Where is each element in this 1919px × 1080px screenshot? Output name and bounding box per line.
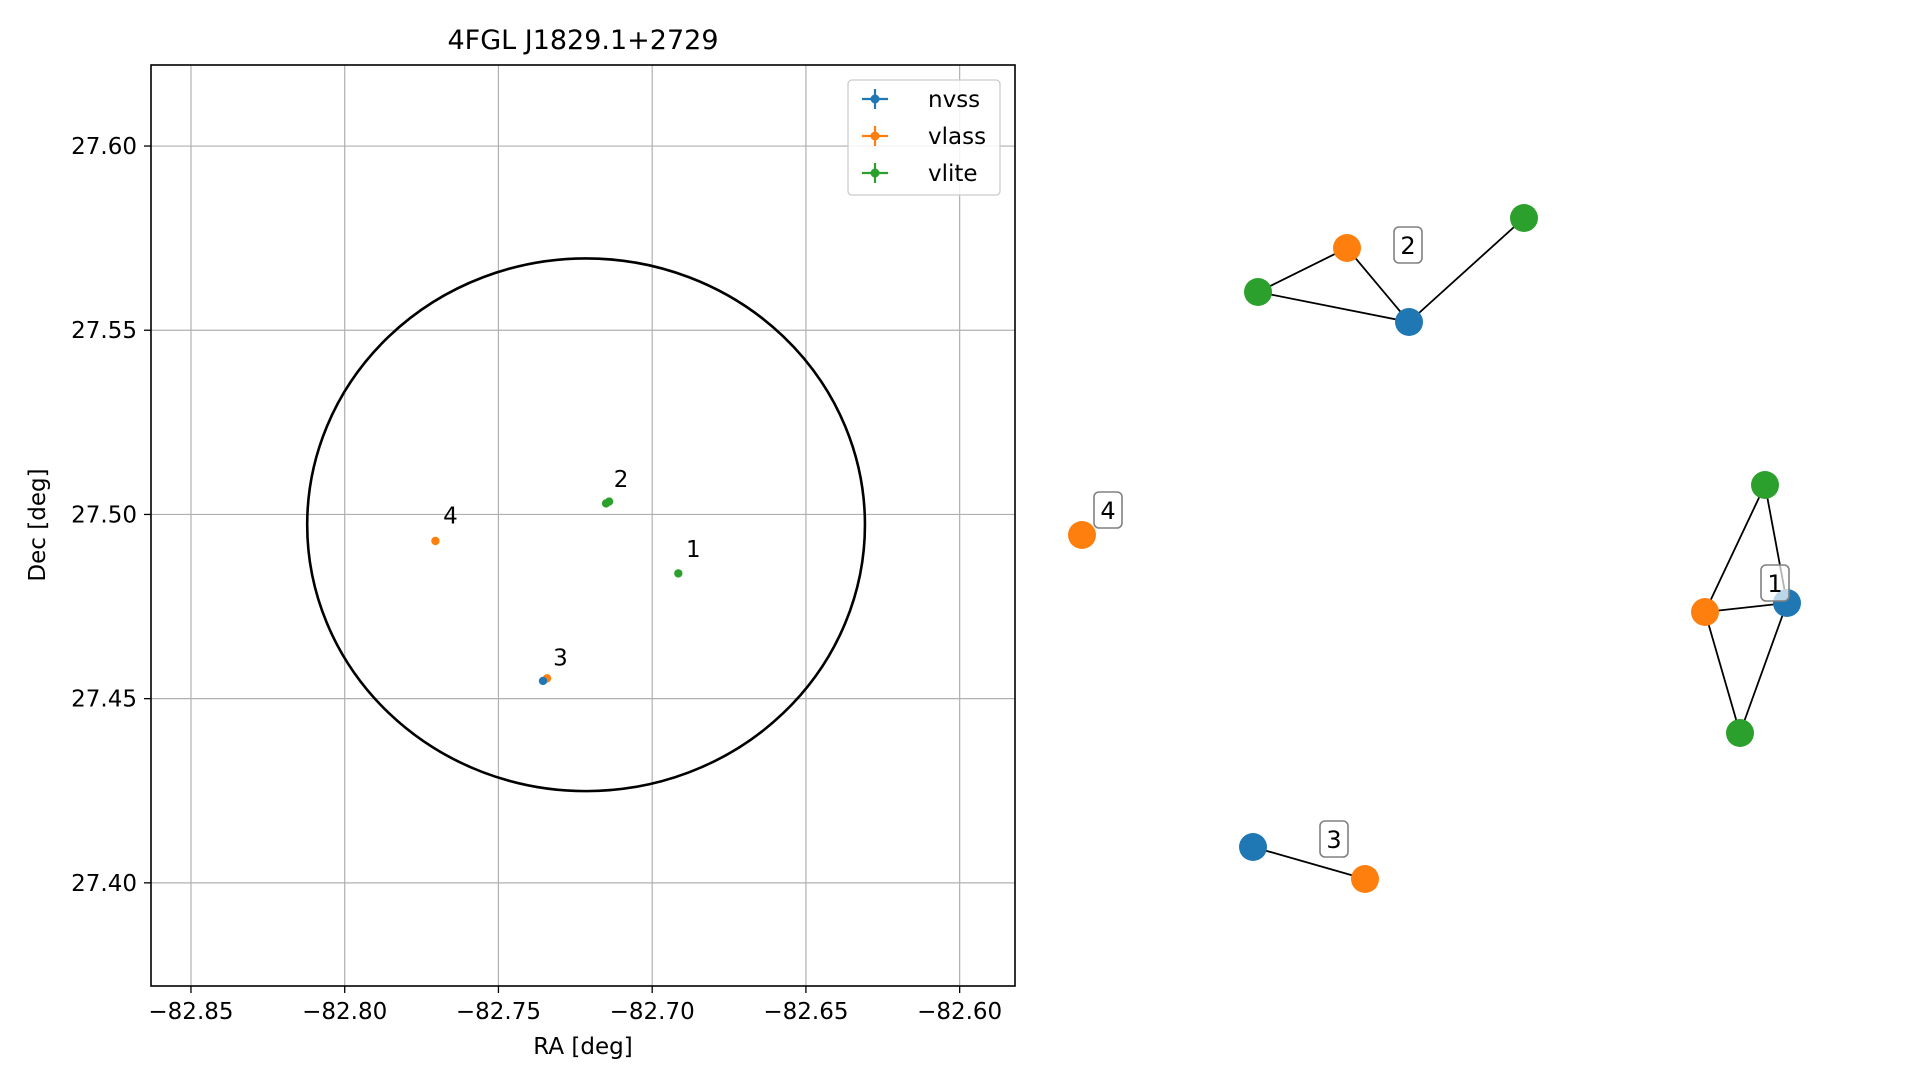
point-label: 1 xyxy=(686,537,701,563)
svg-text:1: 1 xyxy=(1767,570,1782,598)
scatter-panel: 1 2 3 4 −82.85 −82.80 −82.75 −82.70 −82.65 −82.6… xyxy=(25,25,1016,1060)
network-node-vlass xyxy=(1691,598,1719,626)
localization-ellipse xyxy=(305,257,867,793)
network-node-vlite xyxy=(1244,278,1272,306)
legend-label: vlass xyxy=(928,124,986,150)
network-edge xyxy=(1739,602,1788,734)
y-tick-label: 27.45 xyxy=(71,687,137,713)
grid xyxy=(151,65,1015,986)
legend-item-nvss: nvss xyxy=(862,87,980,113)
plot-content xyxy=(305,257,867,793)
legend-box xyxy=(847,79,1001,196)
vlite-point xyxy=(674,569,683,578)
network-edge xyxy=(1346,247,1410,323)
chart-title: 4FGL J1829.1+2729 xyxy=(447,25,718,56)
x-tick-label: −82.60 xyxy=(917,999,1002,1025)
network-nodes xyxy=(1068,204,1801,893)
network-edge xyxy=(1704,484,1766,613)
network-node-vlite xyxy=(1510,204,1538,232)
point-annotations: 1 2 3 4 xyxy=(443,467,701,672)
group-label: 3 xyxy=(1319,820,1349,858)
legend-item-vlass: vlass xyxy=(862,124,986,150)
legend-label: nvss xyxy=(928,87,980,113)
x-tick-label: −82.70 xyxy=(610,999,695,1025)
svg-text:2: 2 xyxy=(1400,232,1415,260)
x-tick-label: −82.65 xyxy=(763,999,848,1025)
x-tick-label: −82.80 xyxy=(302,999,387,1025)
point-label: 3 xyxy=(553,645,568,671)
network-edge xyxy=(1704,611,1741,734)
network-edge xyxy=(1252,846,1366,880)
network-group-labels: 1 2 3 4 xyxy=(1093,226,1790,858)
network-node-vlite xyxy=(1751,471,1779,499)
network-panel: 1 2 3 4 xyxy=(1068,204,1801,893)
y-tick-label: 27.40 xyxy=(71,871,137,897)
network-node-vlass xyxy=(1351,865,1379,893)
network-node-vlite xyxy=(1726,719,1754,747)
y-axis-label: Dec [deg] xyxy=(25,468,51,581)
point-label: 2 xyxy=(614,467,629,493)
legend: nvss vlass vlite xyxy=(847,79,1001,196)
svg-text:4: 4 xyxy=(1100,497,1115,525)
network-node-nvss xyxy=(1395,308,1423,336)
x-tick-label: −82.75 xyxy=(456,999,541,1025)
vlite-point xyxy=(604,497,614,506)
x-axis-label: RA [deg] xyxy=(533,1034,632,1060)
svg-text:3: 3 xyxy=(1326,826,1341,854)
legend-item-vlite: vlite xyxy=(862,161,978,187)
network-edge xyxy=(1257,291,1410,323)
x-tick-label: −82.85 xyxy=(148,999,233,1025)
y-tick-label: 27.55 xyxy=(71,318,137,344)
legend-label: vlite xyxy=(928,161,978,187)
vlass-point xyxy=(431,536,440,546)
y-axis-ticks: 27.40 27.45 27.50 27.55 27.60 xyxy=(71,134,151,897)
network-node-vlass xyxy=(1333,234,1361,262)
network-node-nvss xyxy=(1239,833,1267,861)
network-edge xyxy=(1257,247,1348,293)
group-label: 1 xyxy=(1760,564,1790,602)
network-edge xyxy=(1408,217,1525,323)
group-label: 4 xyxy=(1093,491,1123,529)
axes-frame xyxy=(150,64,1016,987)
y-tick-label: 27.50 xyxy=(71,502,137,528)
point-label: 4 xyxy=(443,504,458,530)
network-node-vlass xyxy=(1068,521,1096,549)
nvss-point xyxy=(538,676,548,686)
network-edges xyxy=(1252,217,1788,880)
y-tick-label: 27.60 xyxy=(71,134,137,160)
group-label: 2 xyxy=(1393,226,1423,264)
x-axis-ticks: −82.85 −82.80 −82.75 −82.70 −82.65 −82.60 xyxy=(148,986,1002,1025)
